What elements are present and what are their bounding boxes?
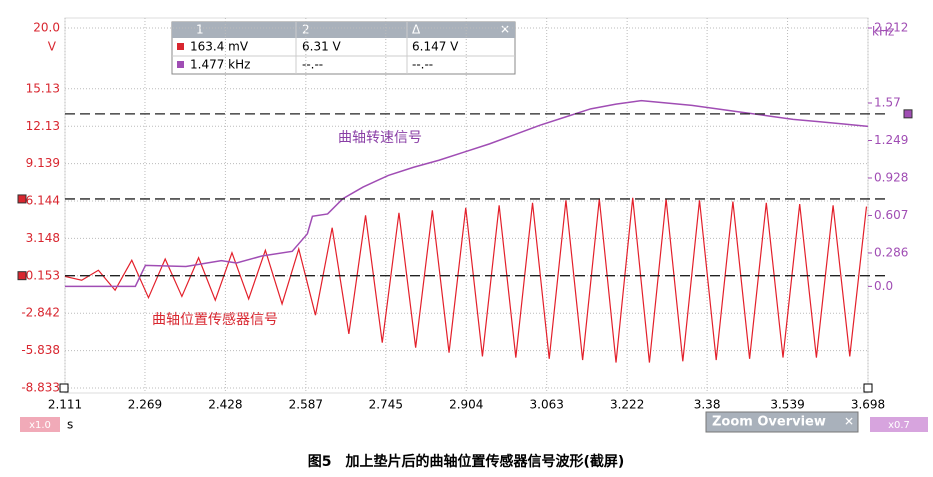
x-tick-label: 3.539 xyxy=(770,398,804,412)
y-tick-label: 0.153 xyxy=(26,268,60,282)
y-tick-label: 20.0 xyxy=(33,21,60,35)
y-tick-label: -2.842 xyxy=(21,306,60,320)
table-cell: --.-- xyxy=(412,58,433,72)
ruler-handle[interactable] xyxy=(17,271,27,281)
y-tick-label: -8.833 xyxy=(21,381,60,395)
series-label: 曲轴位置传感器信号 xyxy=(152,311,278,328)
zoom-overview-title: Zoom Overview xyxy=(712,415,826,430)
y-tick-label: 3.148 xyxy=(26,231,60,245)
table-cell: --.-- xyxy=(302,58,323,72)
column-header: 1 xyxy=(196,23,204,37)
zoom-overview[interactable] xyxy=(705,411,859,433)
x-tick-label: 2.428 xyxy=(208,398,242,412)
y2-tick-label: 0.286 xyxy=(874,245,908,259)
table-cell: 6.31 V xyxy=(302,40,342,54)
x-tick-label: 2.904 xyxy=(449,398,483,412)
corner xyxy=(863,383,873,393)
y2-tick-label: 0.928 xyxy=(874,170,908,184)
x-unit: s xyxy=(67,418,73,432)
x-tick-label: 2.269 xyxy=(128,398,162,412)
corner xyxy=(59,383,69,393)
y-tick-label: -5.838 xyxy=(21,343,60,357)
y2-tick-label: 1.249 xyxy=(874,133,908,147)
channel-swatch xyxy=(177,43,184,50)
close-icon[interactable]: ✕ xyxy=(844,415,854,429)
channel-swatch xyxy=(177,61,184,68)
y2-tick-label: 1.57 xyxy=(874,95,901,109)
ruler-handle[interactable] xyxy=(903,109,913,119)
series-line xyxy=(65,99,869,288)
x-tick-label: 2.587 xyxy=(289,398,323,412)
zoom-box xyxy=(20,417,60,432)
x-tick-label: 3.063 xyxy=(530,398,564,412)
zoom-left[interactable]: x1.0 xyxy=(29,420,51,431)
zoom-box xyxy=(870,417,928,432)
table-cell: 1.477 kHz xyxy=(190,58,250,72)
x-tick-label: 3.38 xyxy=(694,398,721,412)
table-header xyxy=(172,22,515,38)
table-cell: 163.4 mV xyxy=(190,40,249,54)
y2-tick-label: 2.212 xyxy=(874,21,908,35)
x-tick-label: 2.111 xyxy=(48,398,82,412)
y-tick-label: 15.13 xyxy=(26,81,60,95)
series-line xyxy=(64,197,868,363)
measurement-table: ✕ 1 2 Δ 163.4 mV 6.31 V 6.147 V 1.477 kHz --.--… xyxy=(171,21,516,75)
column-header: 2 xyxy=(302,23,310,37)
table-cell: 6.147 V xyxy=(412,40,459,54)
column-header: Δ xyxy=(412,23,421,37)
y-unit: V xyxy=(48,40,57,54)
caption: 图5 加上垫片后的曲轴位置传感器信号波形(截屏) xyxy=(308,453,625,470)
x-tick-label: 3.698 xyxy=(851,398,885,412)
y2-unit: kHz xyxy=(872,25,894,39)
x-tick-label: 3.222 xyxy=(610,398,644,412)
y-tick-label: 9.139 xyxy=(26,156,60,170)
y2-tick-label: 0.0 xyxy=(874,279,893,293)
y-tick-label: 12.13 xyxy=(26,119,60,133)
y2-tick-label: 0.607 xyxy=(874,208,908,222)
zoom-right[interactable]: x0.7 xyxy=(888,420,910,431)
x-tick-label: 2.745 xyxy=(369,398,403,412)
series-label: 曲轴转速信号 xyxy=(338,130,422,146)
ruler-handle[interactable] xyxy=(17,194,27,204)
y-tick-label: 6.144 xyxy=(26,194,60,208)
close-icon[interactable]: ✕ xyxy=(500,23,510,37)
